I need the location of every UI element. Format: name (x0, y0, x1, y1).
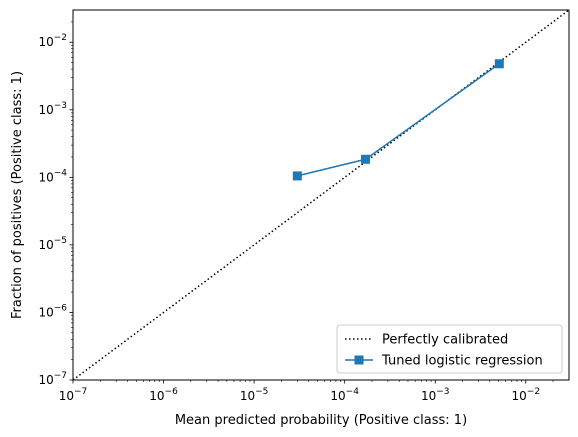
series-line-2 (297, 63, 500, 177)
data-point (292, 171, 302, 181)
y-tick-label: 10−3 (38, 101, 67, 117)
x-tick-label: 10−3 (421, 387, 450, 403)
x-tick-label: 10−2 (512, 387, 541, 403)
x-tick-label: 10−4 (330, 387, 359, 403)
series-line-1 (73, 10, 569, 380)
legend-marker (354, 355, 364, 365)
y-tick-label: 10−2 (38, 33, 67, 49)
legend-label: Tuned logistic regression (381, 354, 543, 369)
legend-box (336, 324, 563, 374)
y-axis-label: Fraction of positives (Positive class: 1… (10, 71, 25, 319)
x-tick-label: 10−6 (149, 387, 178, 403)
y-tick-label: 10−6 (38, 303, 67, 319)
y-tick-label: 10−5 (38, 236, 67, 252)
ticks: 10−7 10−6 10−5 10−4 10−3 10−2 10−7 10−6 10−5 10−4… (38, 21, 554, 403)
x-tick-label: 10−5 (240, 387, 269, 403)
axes-frame (72, 9, 570, 381)
data-point (494, 59, 504, 69)
legend: Perfectly calibrated Tuned logistic regre… (336, 324, 563, 374)
data-point (361, 154, 371, 164)
chart-marks (73, 10, 569, 380)
legend-label: Perfectly calibrated (382, 333, 508, 348)
axes (72, 9, 570, 381)
y-tick-label: 10−4 (38, 168, 67, 184)
y-tick-label: 10−7 (38, 371, 67, 387)
x-axis-label: Mean predicted probability (Positive cla… (175, 413, 467, 428)
x-tick-label: 10−7 (59, 387, 88, 403)
